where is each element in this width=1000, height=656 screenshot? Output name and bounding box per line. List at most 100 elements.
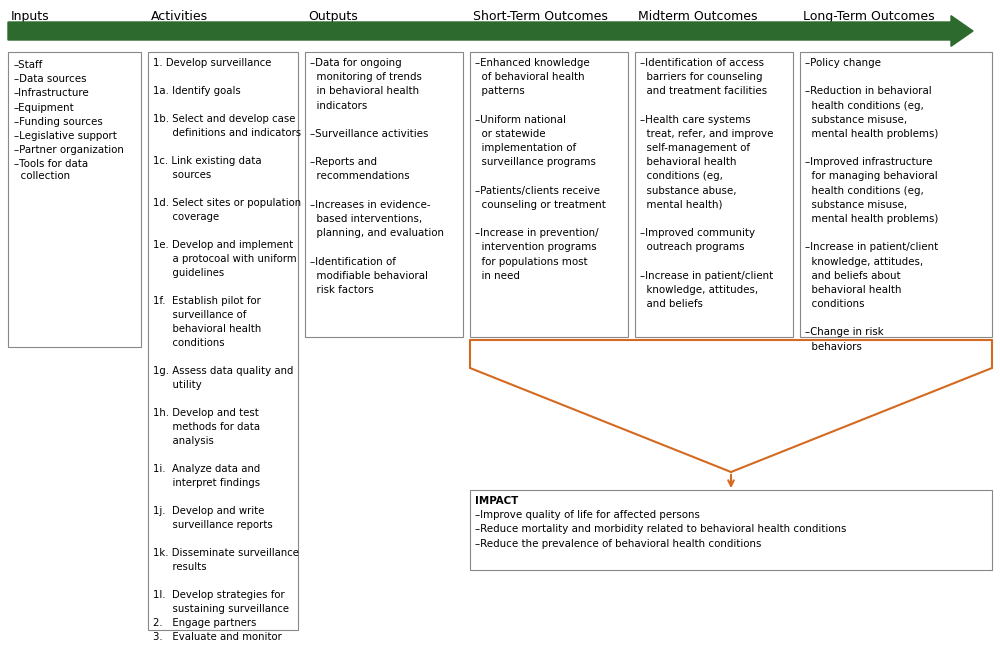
Text: –Health care systems: –Health care systems <box>640 115 751 125</box>
Text: recommendations: recommendations <box>310 171 410 182</box>
Text: –Improved community: –Improved community <box>640 228 755 238</box>
Text: behavioral health: behavioral health <box>805 285 902 295</box>
Text: intervention programs: intervention programs <box>475 242 597 253</box>
Text: –Tools for data
  collection: –Tools for data collection <box>14 159 88 181</box>
Bar <box>305 52 463 337</box>
Text: surveillance reports: surveillance reports <box>153 520 273 530</box>
Text: a protocoal with uniform: a protocoal with uniform <box>153 254 297 264</box>
Text: –Policy change: –Policy change <box>805 58 881 68</box>
Text: substance abuse,: substance abuse, <box>640 186 736 195</box>
Text: planning, and evaluation: planning, and evaluation <box>310 228 444 238</box>
Text: –Reduction in behavioral: –Reduction in behavioral <box>805 87 932 96</box>
Text: results: results <box>153 562 207 571</box>
Text: 1j.  Develop and write: 1j. Develop and write <box>153 506 264 516</box>
Text: Inputs: Inputs <box>11 10 50 23</box>
Bar <box>148 52 298 630</box>
Text: –Funding sources: –Funding sources <box>14 117 103 127</box>
Text: interpret findings: interpret findings <box>153 478 260 488</box>
Bar <box>470 490 992 570</box>
Text: 1a. Identify goals: 1a. Identify goals <box>153 86 241 96</box>
Text: 1e. Develop and implement: 1e. Develop and implement <box>153 240 293 250</box>
Text: –Infrastructure: –Infrastructure <box>14 89 90 98</box>
Text: patterns: patterns <box>475 87 525 96</box>
Text: and beliefs: and beliefs <box>640 299 703 309</box>
Text: 1l.  Develop strategies for: 1l. Develop strategies for <box>153 590 285 600</box>
Text: substance misuse,: substance misuse, <box>805 200 907 210</box>
Text: knowledge, attitudes,: knowledge, attitudes, <box>640 285 758 295</box>
Text: risk factors: risk factors <box>310 285 374 295</box>
Text: behaviors: behaviors <box>805 342 862 352</box>
Text: analysis: analysis <box>153 436 214 446</box>
FancyArrow shape <box>8 16 973 47</box>
Text: –Increases in evidence-: –Increases in evidence- <box>310 200 431 210</box>
Text: self-management of: self-management of <box>640 143 750 153</box>
Text: –Patients/clients receive: –Patients/clients receive <box>475 186 600 195</box>
Text: mental health problems): mental health problems) <box>805 214 938 224</box>
Text: 1i.  Analyze data and: 1i. Analyze data and <box>153 464 260 474</box>
Text: outreach programs: outreach programs <box>640 242 744 253</box>
Text: –Data sources: –Data sources <box>14 74 87 84</box>
Text: –Legislative support: –Legislative support <box>14 131 117 141</box>
Text: 1g. Assess data quality and: 1g. Assess data quality and <box>153 366 293 376</box>
Text: –Increase in patient/client: –Increase in patient/client <box>805 242 938 253</box>
Text: of behavioral health: of behavioral health <box>475 72 585 82</box>
Bar <box>8 52 141 347</box>
Text: treat, refer, and improve: treat, refer, and improve <box>640 129 774 139</box>
Text: sources: sources <box>153 170 211 180</box>
Text: and beliefs about: and beliefs about <box>805 271 901 281</box>
Text: –Reduce the prevalence of behavioral health conditions: –Reduce the prevalence of behavioral hea… <box>475 539 761 548</box>
Text: –Enhanced knowledge: –Enhanced knowledge <box>475 58 590 68</box>
Bar <box>470 52 628 337</box>
Bar <box>635 52 793 337</box>
Text: –Improve quality of life for affected persons: –Improve quality of life for affected pe… <box>475 510 700 520</box>
Text: Long-Term Outcomes: Long-Term Outcomes <box>803 10 935 23</box>
Text: sustaining surveillance: sustaining surveillance <box>153 604 289 613</box>
Text: –Staff: –Staff <box>14 60 43 70</box>
Text: definitions and indicators: definitions and indicators <box>153 128 301 138</box>
Text: guidelines: guidelines <box>153 268 224 278</box>
Text: –Reports and: –Reports and <box>310 157 377 167</box>
Text: modifiable behavioral: modifiable behavioral <box>310 271 428 281</box>
Text: 2.   Engage partners: 2. Engage partners <box>153 618 256 628</box>
Text: –Identification of: –Identification of <box>310 256 396 266</box>
Text: or statewide: or statewide <box>475 129 546 139</box>
Text: utility: utility <box>153 380 202 390</box>
Text: –Surveillance activities: –Surveillance activities <box>310 129 428 139</box>
Text: conditions: conditions <box>805 299 864 309</box>
Text: –Data for ongoing: –Data for ongoing <box>310 58 402 68</box>
Text: –Improved infrastructure: –Improved infrastructure <box>805 157 932 167</box>
Bar <box>800 52 992 337</box>
Text: methods for data: methods for data <box>153 422 260 432</box>
Text: conditions: conditions <box>153 338 225 348</box>
Text: barriers for counseling: barriers for counseling <box>640 72 763 82</box>
Text: Activities: Activities <box>151 10 208 23</box>
Text: 1f.  Establish pilot for: 1f. Establish pilot for <box>153 296 261 306</box>
Text: knowledge, attitudes,: knowledge, attitudes, <box>805 256 923 266</box>
Text: 1b. Select and develop case: 1b. Select and develop case <box>153 114 295 124</box>
Text: 1k. Disseminate surveillance: 1k. Disseminate surveillance <box>153 548 299 558</box>
Text: –Increase in prevention/: –Increase in prevention/ <box>475 228 599 238</box>
Text: 1h. Develop and test: 1h. Develop and test <box>153 408 259 418</box>
Text: mental health): mental health) <box>640 200 722 210</box>
Text: IMPACT: IMPACT <box>475 496 518 506</box>
Text: behavioral health: behavioral health <box>640 157 736 167</box>
Text: –Partner organization: –Partner organization <box>14 145 124 155</box>
Text: –Equipment: –Equipment <box>14 102 75 113</box>
Text: health conditions (eg,: health conditions (eg, <box>805 186 924 195</box>
Text: monitoring of trends: monitoring of trends <box>310 72 422 82</box>
Text: substance misuse,: substance misuse, <box>805 115 907 125</box>
Text: 3.   Evaluate and monitor: 3. Evaluate and monitor <box>153 632 282 642</box>
Text: 1d. Select sites or population: 1d. Select sites or population <box>153 198 301 208</box>
Text: indicators: indicators <box>310 100 367 111</box>
Text: –Identification of access: –Identification of access <box>640 58 764 68</box>
Text: Outputs: Outputs <box>308 10 358 23</box>
Text: 1c. Link existing data: 1c. Link existing data <box>153 156 262 166</box>
Text: –Uniform national: –Uniform national <box>475 115 566 125</box>
Text: health conditions (eg,: health conditions (eg, <box>805 100 924 111</box>
Text: conditions (eg,: conditions (eg, <box>640 171 723 182</box>
Text: based interventions,: based interventions, <box>310 214 422 224</box>
Text: in need: in need <box>475 271 520 281</box>
Text: Short-Term Outcomes: Short-Term Outcomes <box>473 10 608 23</box>
Text: implementation of: implementation of <box>475 143 576 153</box>
Text: behavioral health: behavioral health <box>153 324 261 334</box>
